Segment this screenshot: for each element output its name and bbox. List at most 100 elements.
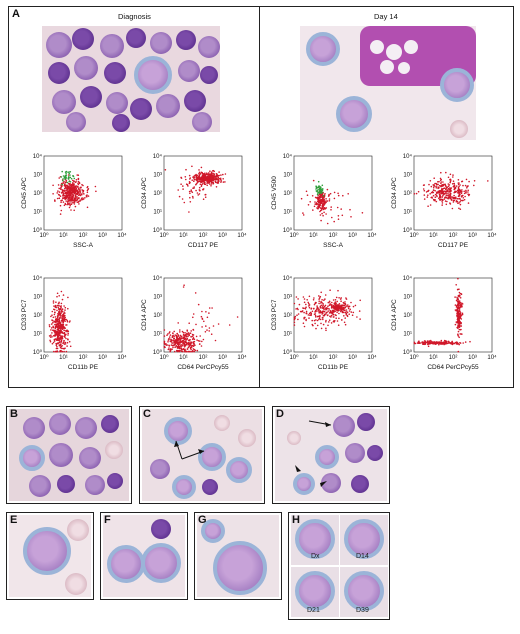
event-dot — [64, 195, 66, 198]
event-dot — [428, 343, 431, 345]
event-dot — [69, 188, 72, 190]
event-dot — [308, 312, 311, 315]
event-dot — [64, 336, 66, 338]
event-dot — [70, 184, 73, 186]
event-dot — [323, 310, 326, 313]
event-dot — [172, 339, 174, 342]
event-dot — [333, 320, 335, 322]
event-dot — [437, 190, 440, 193]
event-dot — [314, 203, 316, 205]
panel-e — [6, 512, 94, 600]
event-dot — [55, 331, 57, 333]
event-dot — [456, 343, 458, 345]
event-dot — [62, 178, 64, 180]
event-dot — [67, 186, 70, 189]
event-dot — [193, 178, 196, 181]
event-dot — [71, 186, 74, 188]
plot-frame — [43, 277, 123, 353]
event-dot — [169, 349, 172, 352]
event-dot — [333, 191, 336, 194]
event-dot — [459, 313, 462, 315]
event-dot — [194, 292, 197, 294]
event-dot — [203, 178, 206, 180]
event-dot — [318, 192, 321, 194]
event-dot — [306, 299, 308, 301]
event-dot — [336, 308, 338, 310]
flow-plot-d14-cd45-ssc: 10⁰ 10⁰ 10¹ 10¹ 10² 10² 10³ 10³ 10⁴ 10⁴ SSC-A CD45 … — [268, 150, 378, 260]
event-dot — [323, 306, 325, 309]
event-dot — [78, 181, 81, 184]
event-dot — [191, 350, 194, 353]
event-dot — [191, 191, 194, 193]
event-dot — [307, 204, 310, 206]
event-dot — [331, 305, 333, 308]
event-dot — [469, 340, 471, 343]
event-dot — [342, 304, 344, 307]
event-dot — [435, 342, 438, 344]
event-dot — [302, 214, 305, 216]
event-dot — [178, 195, 181, 198]
event-dot — [320, 192, 323, 195]
event-dot — [201, 171, 203, 174]
event-dot — [67, 334, 69, 336]
event-dot — [441, 192, 443, 195]
event-dot — [325, 207, 328, 209]
event-dot — [74, 185, 76, 187]
event-dot — [320, 304, 323, 307]
event-dot — [73, 187, 75, 190]
event-dot — [332, 299, 335, 301]
event-dot — [72, 183, 75, 186]
event-dot — [86, 206, 89, 209]
event-dot — [63, 343, 66, 345]
event-dot — [57, 342, 59, 344]
y-tick-label: 10⁰ — [283, 349, 293, 356]
event-dot — [205, 311, 207, 313]
event-dot — [303, 325, 306, 328]
event-dot — [465, 178, 468, 181]
event-dot — [347, 307, 350, 310]
event-dot — [63, 197, 66, 199]
event-dot — [303, 317, 305, 320]
event-dot — [177, 322, 179, 324]
event-dot — [345, 298, 348, 300]
x-tick-label: 10² — [449, 355, 458, 361]
event-dot — [426, 340, 429, 342]
event-dot — [340, 208, 342, 210]
event-dot — [358, 310, 361, 312]
event-dot — [327, 324, 329, 327]
event-dot — [431, 341, 434, 344]
event-dot — [195, 335, 198, 338]
event-dot — [48, 324, 51, 326]
day14-header: Day 14 — [374, 12, 398, 21]
event-dot — [53, 340, 56, 342]
event-dot — [438, 341, 441, 343]
y-tick-label: 10¹ — [283, 332, 292, 338]
event-dot — [63, 185, 66, 187]
event-dot — [66, 324, 68, 326]
event-dot — [60, 290, 63, 293]
y-tick-label: 10¹ — [33, 332, 42, 338]
event-dot — [468, 193, 471, 196]
event-dot — [440, 181, 442, 183]
event-dot — [311, 323, 314, 326]
event-dot — [66, 191, 69, 193]
event-dot — [324, 294, 327, 296]
event-dot — [84, 197, 86, 199]
y-tick-label: 10¹ — [153, 332, 162, 338]
event-dot — [77, 191, 79, 193]
event-dot — [318, 302, 320, 305]
event-dot — [183, 343, 185, 345]
event-dot — [59, 350, 62, 352]
event-dot — [452, 180, 455, 182]
event-dot — [313, 313, 316, 315]
event-dot — [344, 323, 347, 326]
y-tick-label: 10⁰ — [403, 349, 413, 356]
y-tick-label: 10² — [403, 191, 412, 197]
event-dot — [334, 301, 337, 303]
event-dot — [222, 173, 224, 176]
event-dot — [64, 334, 67, 336]
event-dot — [294, 315, 297, 318]
event-dot — [167, 333, 169, 335]
event-dot — [186, 333, 188, 335]
